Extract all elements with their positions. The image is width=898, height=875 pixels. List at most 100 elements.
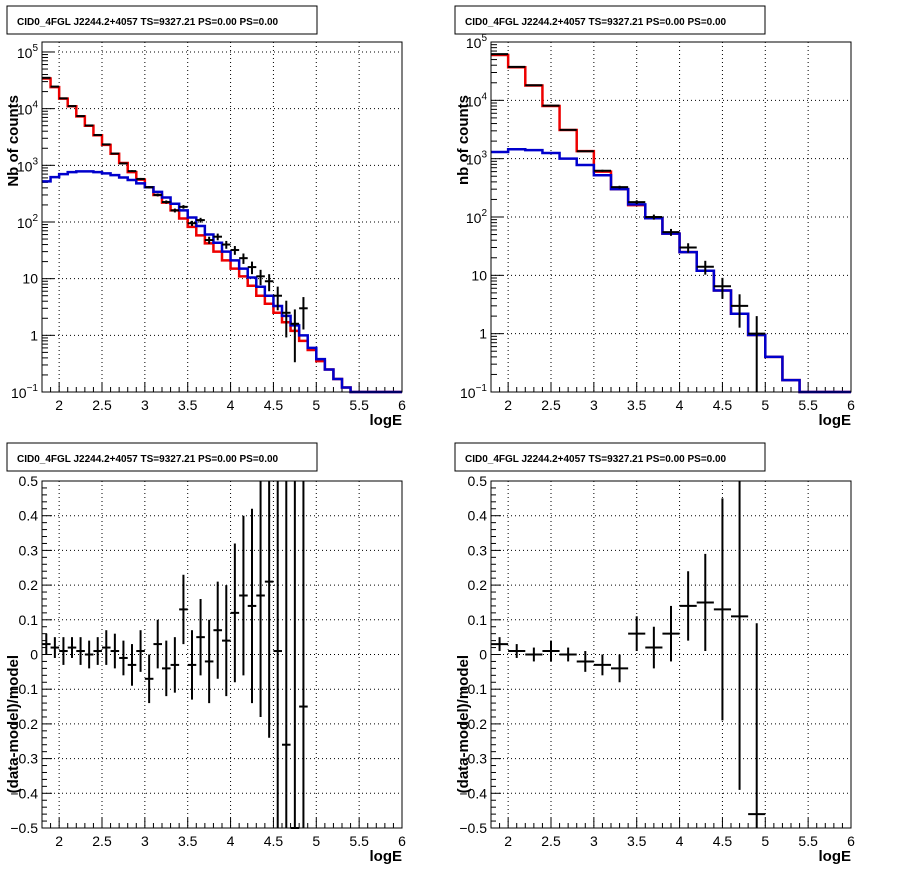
x-tick-label: 2: [55, 833, 63, 849]
title-box: [6, 442, 318, 472]
y-tick-label: 102: [17, 213, 39, 231]
data-point: [204, 619, 214, 704]
plot-area: [491, 481, 766, 828]
x-tick-label: 6: [398, 833, 406, 849]
data-point: [611, 185, 629, 189]
plot-frame: [490, 480, 852, 829]
data-point: [127, 644, 137, 686]
data-point: [50, 637, 60, 658]
data-point: [264, 481, 274, 738]
data-point: [247, 261, 257, 275]
plot-area: [42, 76, 402, 394]
data-point: [696, 260, 714, 275]
plot-area: [42, 481, 308, 829]
data-point: [239, 515, 248, 676]
plot-frame: [41, 41, 403, 393]
data-point: [93, 637, 102, 665]
data-point: [222, 585, 231, 697]
data-point: [187, 220, 197, 226]
x-tick-label: 4: [676, 833, 684, 849]
x-tick-label: 3: [141, 833, 149, 849]
data-point: [542, 640, 560, 662]
title-box: [6, 5, 318, 35]
x-tick-label: 5: [761, 397, 769, 413]
data-point: [196, 217, 205, 223]
data-point: [679, 243, 697, 253]
y-tick-label: 105: [17, 43, 39, 61]
x-tick-label: 4.5: [264, 397, 284, 413]
data-point: [559, 647, 577, 662]
data-point: [144, 654, 154, 704]
data-point: [713, 277, 731, 299]
data-point: [76, 115, 85, 118]
data-point: [162, 640, 171, 697]
data-point: [576, 651, 594, 672]
data-point: [273, 481, 282, 828]
x-tick-label: 5.5: [798, 397, 818, 413]
x-tick-label: 3: [590, 833, 598, 849]
y-tick-label: 0.5: [468, 473, 488, 489]
data-point: [508, 644, 526, 658]
data-point: [213, 233, 222, 241]
grid: [42, 481, 402, 828]
x-tick-label: 4.5: [264, 833, 284, 849]
y-tick-label: 1: [30, 327, 38, 343]
data-point: [748, 316, 766, 392]
series-model-source-line: [42, 170, 402, 394]
data-point: [645, 214, 663, 220]
x-tick-label: 5: [312, 397, 320, 413]
data-point: [127, 170, 137, 173]
chart-title: CID0_4FGL J2244.2+4057 TS=9327.21 PS=0.0…: [17, 454, 279, 465]
data-point: [179, 574, 188, 645]
y-tick-label: 103: [466, 150, 488, 168]
plot-frame: [490, 41, 852, 393]
y-tick-label: 10−1: [460, 383, 487, 401]
data-point: [731, 294, 749, 328]
data-point: [162, 200, 171, 204]
y-tick-label: 0.1: [19, 612, 39, 628]
x-tick-label: 3.5: [178, 397, 198, 413]
data-point: [256, 481, 265, 717]
data-point: [282, 481, 291, 828]
y-axis-label: (data-model)/model: [5, 655, 22, 793]
x-tick-label: 5.5: [798, 833, 818, 849]
data-point: [179, 205, 188, 209]
x-axis-label: logE: [819, 412, 852, 429]
axis-ticks: [41, 51, 403, 393]
y-tick-label: 10−1: [11, 383, 38, 401]
data-point: [696, 553, 714, 652]
x-tick-label: 4.5: [713, 397, 733, 413]
y-tick-label: 0.3: [468, 542, 488, 558]
data-point: [119, 640, 128, 676]
x-tick-label: 2.5: [541, 833, 561, 849]
y-tick-label: 0.1: [468, 612, 488, 628]
y-tick-label: 1: [479, 326, 487, 342]
data-point: [136, 177, 145, 180]
data-point: [144, 186, 154, 189]
x-tick-label: 5: [312, 833, 320, 849]
data-point: [110, 152, 120, 155]
grid: [491, 42, 851, 392]
x-tick-label: 2: [55, 397, 63, 413]
chart-panel-3: 2 2.5 3 3.5 4 4.5 5 5.5 6 −0.5 −0.4 −0.3 −0.2 −0.1 0 0.…: [5, 442, 406, 865]
x-tick-label: 6: [398, 397, 406, 413]
data-point: [576, 150, 594, 153]
data-point: [230, 543, 240, 683]
grid: [42, 42, 402, 392]
y-tick-label: 0.5: [19, 473, 39, 489]
data-point: [102, 143, 111, 146]
data-point: [264, 274, 274, 292]
data-point: [136, 630, 145, 672]
data-point: [491, 637, 509, 652]
data-point: [230, 246, 240, 255]
data-point: [662, 605, 680, 662]
data-point: [213, 581, 222, 679]
data-point: [67, 637, 77, 658]
y-tick-label: 0: [479, 647, 487, 663]
y-axis-label: nb of counts: [455, 95, 472, 185]
x-axis-label: logE: [370, 848, 403, 865]
x-tick-label: 4: [676, 397, 684, 413]
data-point: [222, 240, 231, 249]
data-point: [628, 200, 646, 205]
chart-panel-2: 2 2.5 3 3.5 4 4.5 5 5.5 6 10−1 1 10 102 103 104 105 CID0…: [454, 5, 855, 429]
